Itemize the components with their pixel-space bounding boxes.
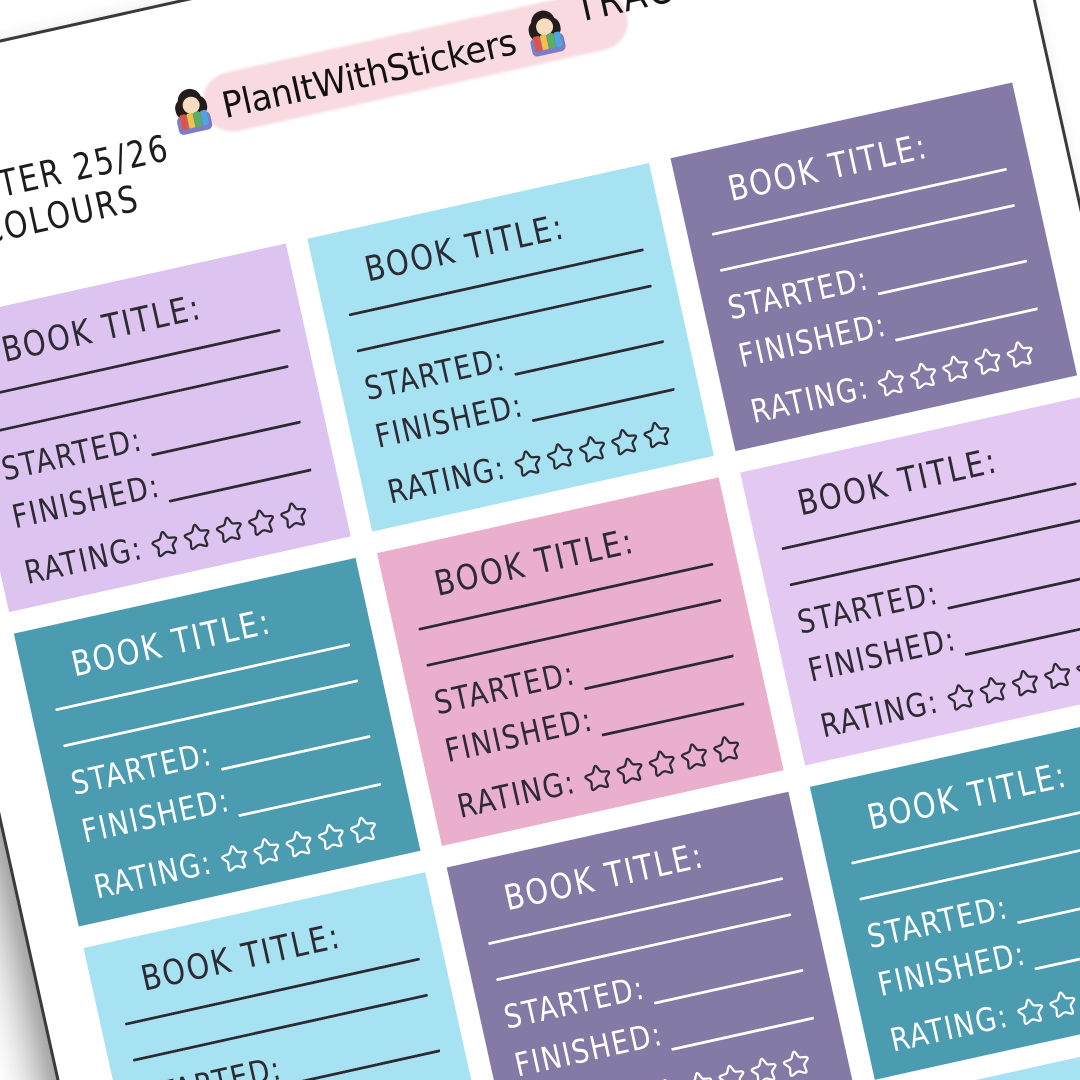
rating-field[interactable]: RATING: xyxy=(747,333,1050,432)
rating-label: RATING: xyxy=(817,683,943,746)
book-title-label: BOOK TITLE: xyxy=(793,439,1002,524)
rating-star[interactable] xyxy=(179,519,215,554)
rating-star[interactable] xyxy=(906,358,942,393)
book-title-label: BOOK TITLE: xyxy=(863,754,1072,839)
rating-star[interactable] xyxy=(1013,994,1049,1029)
rating-field[interactable]: RATING: xyxy=(384,413,687,512)
rating-field[interactable]: RATING: xyxy=(454,728,757,827)
rating-star[interactable] xyxy=(607,424,643,459)
finished-writeline[interactable] xyxy=(960,600,1080,657)
rating-star[interactable] xyxy=(249,833,285,868)
rating-star[interactable] xyxy=(650,1074,686,1080)
rating-stars[interactable] xyxy=(650,1046,814,1080)
rating-star[interactable] xyxy=(943,679,979,714)
season-colour-note: WINTER 25/26 COLOURS xyxy=(0,125,192,266)
rating-star[interactable] xyxy=(975,672,1011,707)
finished-writeline[interactable] xyxy=(890,285,1039,342)
finished-writeline[interactable] xyxy=(666,995,815,1051)
card-purple-1[interactable]: BOOK TITLE: STARTED: FINISHED: RATING: xyxy=(670,82,1078,452)
rating-star[interactable] xyxy=(147,526,183,561)
rating-star[interactable] xyxy=(714,1060,750,1080)
started-field[interactable]: STARTED: xyxy=(138,1022,441,1080)
rating-star[interactable] xyxy=(276,497,312,532)
book-title-label: BOOK TITLE: xyxy=(500,834,708,919)
rating-label: RATING: xyxy=(886,997,1013,1061)
rating-stars[interactable] xyxy=(943,651,1080,714)
rating-star[interactable] xyxy=(970,343,1006,378)
rating-label: RATING: xyxy=(90,844,217,907)
sticker-grid: BOOK TITLE: STARTED: FINISHED: RATING: BOOK … xyxy=(0,82,1080,1080)
finished-writeline[interactable] xyxy=(233,761,382,818)
card-pink-1[interactable]: BOOK TITLE: STARTED: FINISHED: RATING: xyxy=(377,477,784,846)
finished-writeline[interactable] xyxy=(597,680,745,737)
rating-label: RATING: xyxy=(384,449,510,512)
rating-label: RATING: xyxy=(21,530,147,593)
rating-star[interactable] xyxy=(639,417,675,452)
finished-writeline[interactable] xyxy=(164,446,312,503)
rating-field[interactable]: RATING: xyxy=(90,808,394,907)
finished-writeline[interactable] xyxy=(1029,914,1080,971)
rating-star[interactable] xyxy=(682,1067,718,1080)
card-cyan-1[interactable]: BOOK TITLE: STARTED: FINISHED: RATING: xyxy=(307,162,714,532)
rating-star[interactable] xyxy=(612,753,648,788)
rating-star[interactable] xyxy=(217,840,253,875)
rating-label: RATING: xyxy=(454,763,580,827)
rating-star[interactable] xyxy=(644,745,680,780)
rating-star[interactable] xyxy=(542,438,578,473)
rating-star[interactable] xyxy=(1002,336,1038,371)
rating-label: RATING: xyxy=(747,369,873,432)
rating-field[interactable]: RATING: xyxy=(524,1042,826,1080)
rating-star[interactable] xyxy=(778,1046,814,1080)
rating-star[interactable] xyxy=(938,351,974,386)
rating-star[interactable] xyxy=(1045,986,1080,1021)
rating-star[interactable] xyxy=(244,504,280,539)
book-title-label: BOOK TITLE: xyxy=(67,600,276,685)
rating-stars[interactable] xyxy=(217,812,381,875)
finished-writeline[interactable] xyxy=(527,366,675,423)
started-writeline[interactable] xyxy=(285,1027,441,1080)
rating-star[interactable] xyxy=(575,431,611,466)
rating-star[interactable] xyxy=(1072,651,1080,686)
rating-stars[interactable] xyxy=(580,731,744,794)
rating-star[interactable] xyxy=(677,738,713,773)
rating-field[interactable]: RATING: xyxy=(21,494,324,593)
card-teal-1[interactable]: BOOK TITLE: STARTED: FINISHED: RATING: xyxy=(13,557,421,927)
rating-star[interactable] xyxy=(1040,658,1076,693)
rating-star[interactable] xyxy=(313,819,349,854)
rating-star[interactable] xyxy=(346,812,382,847)
card-lavender-1[interactable]: BOOK TITLE: STARTED: FINISHED: RATING: xyxy=(0,243,351,613)
rating-star[interactable] xyxy=(211,512,247,547)
rating-star[interactable] xyxy=(281,826,317,861)
card-lilac-1[interactable]: BOOK TITLE: STARTED: FINISHED: RATING: xyxy=(740,396,1080,766)
book-title-label: BOOK TITLE: xyxy=(430,520,639,605)
rating-star[interactable] xyxy=(580,760,616,795)
rating-stars[interactable] xyxy=(147,497,311,560)
rating-stars[interactable] xyxy=(510,417,674,480)
rating-star[interactable] xyxy=(510,445,546,480)
rating-star[interactable] xyxy=(1007,665,1043,700)
rating-star[interactable] xyxy=(709,731,745,766)
started-writeline[interactable] xyxy=(942,552,1080,610)
rating-stars[interactable] xyxy=(1013,965,1080,1028)
rating-star[interactable] xyxy=(746,1053,782,1080)
rating-star[interactable] xyxy=(873,365,909,400)
started-writeline[interactable] xyxy=(1012,866,1080,925)
rating-stars[interactable] xyxy=(873,336,1037,399)
card-purple-2[interactable]: BOOK TITLE:STARTED:FINISHED:RATING: xyxy=(446,791,854,1080)
card-teal-2[interactable]: BOOK TITLE: STARTED: FINISHED: RATING: xyxy=(809,711,1080,1080)
rating-field[interactable]: RATING: xyxy=(817,647,1080,746)
brand-lockup: PlanItWithStickers xyxy=(164,0,633,156)
rating-field[interactable]: RATING: xyxy=(886,961,1080,1061)
book-title-label: BOOK TITLE: xyxy=(137,915,345,1000)
